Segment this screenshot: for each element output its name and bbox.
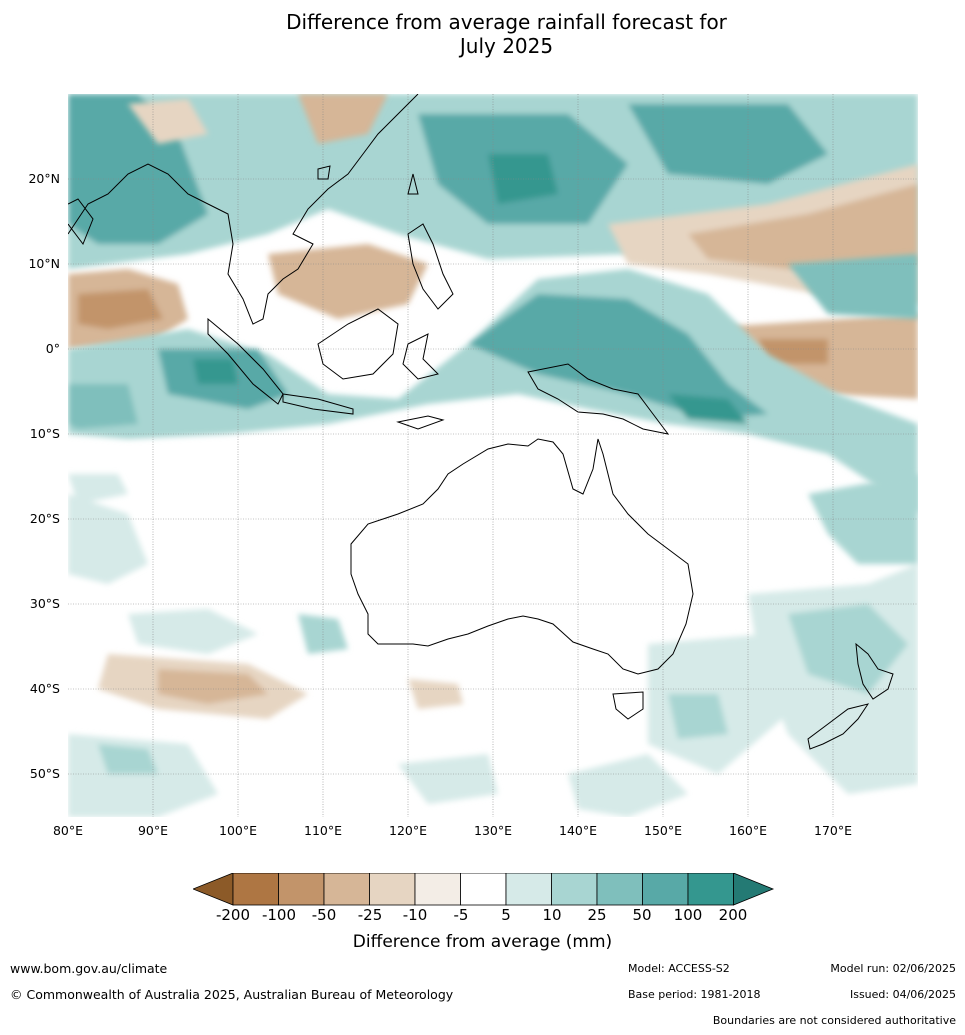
lon-label-160e: 160°E [728,823,768,838]
tasmania-coast [612,691,644,720]
southern-anomaly-patches [68,474,918,817]
model-name: Model: ACCESS-S2 [628,962,730,975]
lon-label-80e: 80°E [52,823,84,838]
colorbar-swatch-4 [369,873,416,906]
nz-south-island [807,703,870,750]
colorbar-swatch-1 [232,873,279,906]
colorbar-tick: 200 [718,906,748,924]
colorbar-swatch-over [733,873,775,906]
colorbar-tick: -10 [402,906,428,924]
issued-date: Issued: 04/06/2025 [849,988,956,1001]
hainan-coast [317,165,331,180]
sumatra-coast [207,317,284,405]
taiwan-coast [407,173,419,195]
colorbar-swatch-7 [505,873,552,906]
lon-label-130e: 130°E [473,823,513,838]
timor-coast [396,415,445,430]
base-period: Base period: 1981-2018 [628,988,761,1001]
lon-label-170e: 170°E [813,823,853,838]
colorbar-swatch-under [193,873,234,906]
lon-label-90e: 90°E [137,823,169,838]
colorbar-swatch-6 [460,873,507,906]
colorbar-swatch-11 [687,873,734,906]
graticule [68,94,918,817]
colorbar-swatch-2 [278,873,325,906]
lon-label-150e: 150°E [643,823,683,838]
lon-label-100e: 100°E [218,823,258,838]
map-canvas [68,94,918,817]
lat-label-20s: 20°S [29,511,60,526]
colorbar-tick: -25 [357,906,383,924]
colorbar-tick: 25 [587,906,607,924]
colorbar-tick: 50 [632,906,652,924]
borneo-coast [317,308,399,380]
colorbar-swatch-3 [323,873,370,906]
philippines-coast [407,223,454,310]
colorbar-tick: 5 [501,906,511,924]
lat-label-50s: 50°S [29,766,60,781]
bom-url-link[interactable]: www.bom.gov.au/climate [10,961,168,976]
lon-label-110e: 110°E [303,823,343,838]
sulawesi-coast [402,333,439,380]
colorbar-tick: -200 [215,906,251,924]
colorbar-tick: 100 [673,906,703,924]
colorbar-label: Difference from average (mm) [352,932,613,952]
map-title: Difference from average rainfall forecas… [0,10,965,58]
colorbar-swatch-8 [551,873,598,906]
asia-mainland-coast [68,94,419,325]
lon-label-140e: 140°E [558,823,598,838]
colorbar-tick: -5 [453,906,469,924]
java-coast [282,393,354,415]
colorbar [193,873,775,906]
title-line-2: July 2025 [459,34,554,58]
new-guinea-coast [527,363,670,435]
title-line-1: Difference from average rainfall forecas… [286,10,727,34]
colorbar-swatch-5 [414,873,461,906]
dry-anomaly-bands [68,94,918,399]
lon-label-120e: 120°E [388,823,428,838]
colorbar-tick: -100 [261,906,297,924]
lat-label-30s: 30°S [29,596,60,611]
coastlines [68,94,894,750]
colorbar-swatch-10 [642,873,689,906]
boundary-disclaimer: Boundaries are not considered authoritat… [712,1014,956,1027]
australia-coast [350,438,694,675]
colorbar-tick: 10 [542,906,562,924]
lat-label-0: 0° [45,341,60,356]
lat-label-20n: 20°N [28,171,60,186]
india-coast [68,198,94,246]
colorbar-tick: -50 [311,906,337,924]
lat-label-40s: 40°S [29,681,60,696]
model-run-date: Model run: 02/06/2025 [830,962,956,975]
copyright-text: © Commonwealth of Australia 2025, Austra… [10,987,454,1002]
nz-north-island [855,642,894,700]
colorbar-swatch-9 [596,873,643,906]
lat-label-10s: 10°S [29,426,60,441]
lat-label-10n: 10°N [28,256,60,271]
rainfall-map [68,94,918,817]
